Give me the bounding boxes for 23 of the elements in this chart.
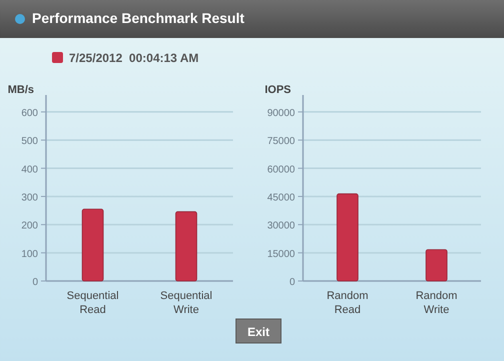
y-tick-label: 200	[21, 220, 38, 232]
y-tick-label: 400	[21, 164, 38, 176]
y-tick-label: 30000	[267, 220, 296, 232]
x-tick-label: Sequential Read	[66, 290, 119, 316]
y-tick-label: 600	[21, 108, 38, 119]
y-axis-title: MB/s	[8, 84, 34, 96]
y-axis-title: IOPS	[264, 84, 291, 96]
y-tick-label: 60000	[267, 164, 296, 176]
y-tick-label: 90000	[267, 108, 296, 119]
text: 7/25/2012 00:04:13 AM	[69, 51, 199, 65]
chart-title: Performance Benchmark Result	[32, 10, 245, 26]
x-tick-label: Sequential Write	[160, 290, 212, 316]
y-tick-label: 15000	[267, 248, 296, 260]
y-tick-label: 45000	[267, 192, 296, 204]
y-tick-label: 0	[289, 277, 296, 288]
x-tick-label: Random Write	[416, 290, 458, 316]
y-tick-label: 300	[21, 192, 38, 204]
exit-button: Exit	[236, 318, 282, 344]
y-tick-label: 500	[21, 136, 38, 148]
y-tick-label: 100	[21, 248, 38, 260]
y-tick-label: 0	[32, 277, 38, 288]
x-tick-label: Random Read	[326, 290, 368, 316]
y-tick-label: 75000	[267, 136, 296, 148]
